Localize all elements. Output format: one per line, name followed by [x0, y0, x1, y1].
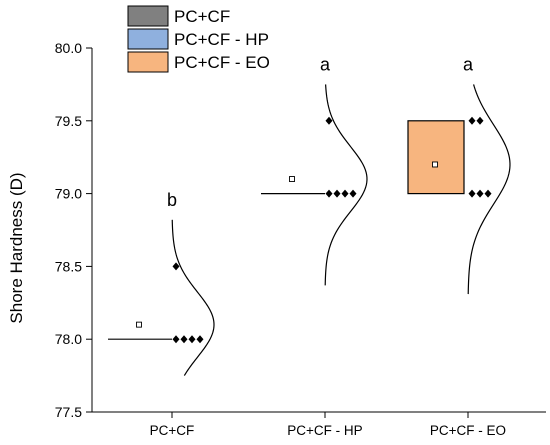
- distribution-curve: [467, 84, 511, 295]
- y-tick-label: 78.5: [55, 258, 82, 274]
- data-point: [325, 116, 333, 125]
- data-point: [172, 262, 180, 271]
- legend-item: PC+CF - HP: [127, 28, 269, 50]
- y-axis-label: Shore Hardness (D): [7, 172, 26, 323]
- data-point: [196, 335, 204, 344]
- data-point: [468, 116, 476, 125]
- group-3: a: [407, 54, 511, 295]
- data-point: [341, 189, 349, 198]
- y-tick-label: 80.0: [55, 40, 82, 56]
- distribution-curve: [324, 84, 368, 286]
- legend: PC+CF PC+CF - HP PC+CF - EO: [127, 5, 270, 73]
- legend-swatch: [127, 51, 169, 73]
- x-tick-label: PC+CF - HP: [287, 423, 362, 438]
- group-1: b: [108, 190, 215, 376]
- data-point: [484, 189, 492, 198]
- data-point: [325, 189, 333, 198]
- y-tick-label: 79.0: [55, 186, 82, 202]
- data-point: [476, 189, 484, 198]
- mean-marker: [136, 321, 142, 328]
- box: [407, 120, 465, 195]
- axes: 77.5 78.0 78.5 79.0 79.5 80.0 PC+CF PC+CF - HP P…: [55, 40, 546, 438]
- mean-marker: [289, 176, 295, 182]
- legend-item: PC+CF - EO: [127, 51, 270, 73]
- x-tick-label: PC+CF - EO: [430, 423, 506, 438]
- distribution-curve: [171, 219, 215, 376]
- legend-label: PC+CF: [174, 7, 230, 26]
- mean-marker: [432, 161, 438, 168]
- data-point: [172, 335, 180, 344]
- data-point: [468, 189, 476, 198]
- legend-label: PC+CF - EO: [174, 53, 270, 72]
- data-point: [188, 335, 196, 344]
- data-point: [349, 189, 357, 198]
- x-tick-label: PC+CF: [150, 423, 195, 438]
- y-tick-label: 79.5: [55, 113, 82, 129]
- data-point: [476, 116, 484, 125]
- legend-swatch: [127, 28, 169, 50]
- y-tick-label: 77.5: [55, 404, 82, 420]
- legend-swatch: [127, 5, 169, 27]
- y-tick-label: 78.0: [55, 331, 82, 347]
- legend-item: PC+CF: [127, 5, 230, 27]
- plot-content: b a a: [108, 54, 511, 376]
- significance-letter: b: [167, 190, 177, 210]
- group-2: a: [261, 54, 368, 286]
- significance-letter: a: [463, 54, 474, 74]
- legend-label: PC+CF - HP: [174, 30, 269, 49]
- data-point: [180, 335, 188, 344]
- data-point: [333, 189, 341, 198]
- significance-letter: a: [320, 54, 331, 74]
